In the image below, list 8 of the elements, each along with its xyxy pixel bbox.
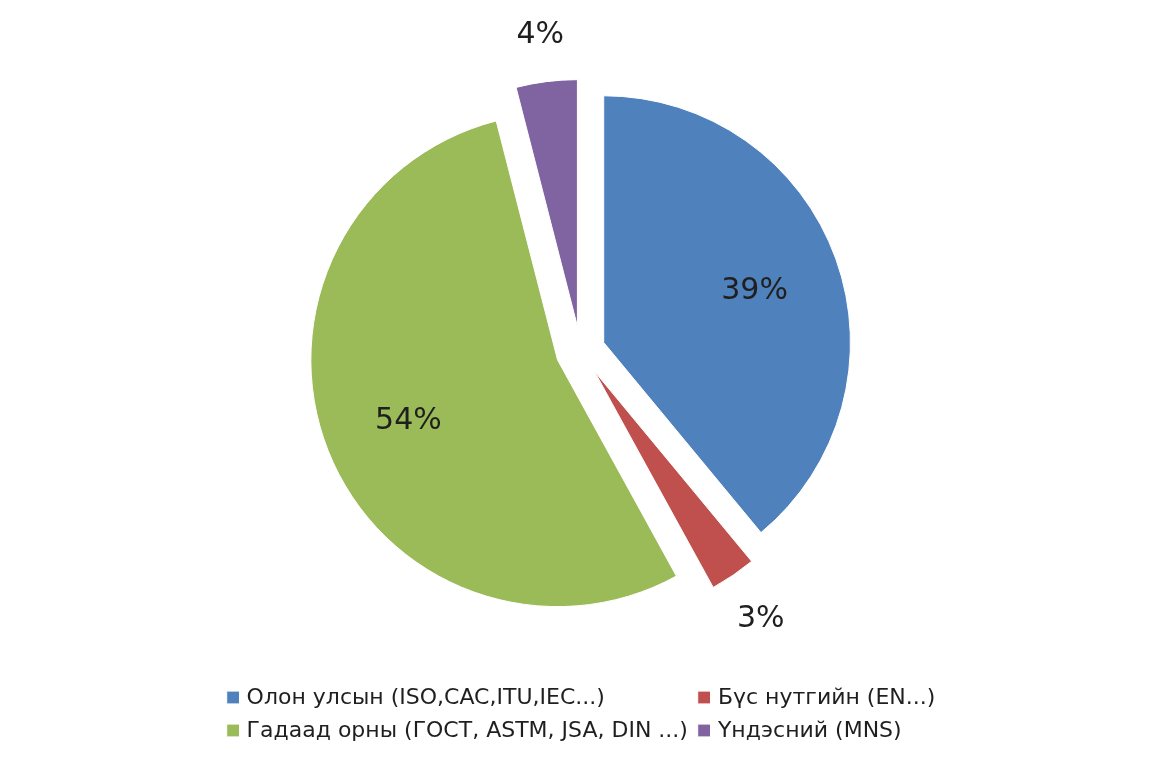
legend-label: Олон улсын (ISO,CAC,ITU,IEC...): [246, 684, 605, 709]
legend-label: Үндэсний (MNS): [717, 717, 902, 742]
legend-label: Бүс нутгийн (EN...): [717, 684, 936, 709]
data-label: 3%: [736, 598, 785, 634]
data-label: 39%: [721, 270, 788, 306]
data-label: 54%: [375, 401, 442, 437]
data-label: 4%: [516, 15, 565, 51]
legend-label: Гадаад орны (ГОСТ, ASTM, JSA, DIN ...): [246, 717, 688, 742]
